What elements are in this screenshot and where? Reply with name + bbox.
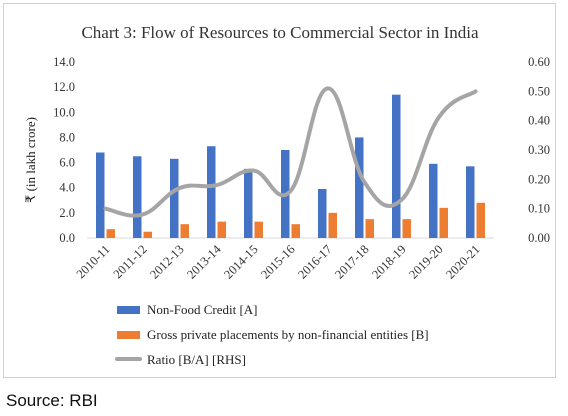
chart-frame: Chart 3: Flow of Resources to Commercial…	[3, 3, 556, 378]
x-tick-label: 2010-11	[74, 242, 113, 281]
bar-non-food-credit	[429, 163, 438, 238]
y2-tick-label: 0.40	[528, 114, 550, 128]
y2-tick-label: 0.00	[528, 231, 550, 245]
x-tick-label: 2019-20	[406, 242, 445, 281]
y-tick-label: 6.0	[59, 156, 75, 170]
y2-tick-label: 0.60	[528, 55, 550, 69]
bars	[96, 94, 485, 238]
y2-axis-ticks: 0.00 0.10 0.20 0.30 0.40 0.50 0.60	[528, 55, 550, 245]
y-tick-label: 2.0	[59, 206, 75, 220]
legend-label: Gross private placements by non-financia…	[147, 327, 429, 342]
y-tick-label: 8.0	[59, 130, 75, 144]
x-tick-label: 2013-14	[184, 242, 224, 282]
x-axis-ticks: 2010-112011-122012-132013-142014-152015-…	[74, 242, 483, 282]
bar-private-placements	[476, 202, 485, 238]
bar-private-placements	[328, 212, 337, 238]
x-tick-label: 2020-21	[443, 242, 482, 281]
bar-non-food-credit	[170, 158, 179, 238]
bar-private-placements	[439, 207, 448, 238]
y-tick-label: 10.0	[53, 105, 75, 119]
bar-non-food-credit	[244, 168, 253, 238]
y2-tick-label: 0.30	[528, 143, 550, 157]
x-tick-label: 2015-16	[258, 242, 297, 281]
y-axis-ticks: 0.0 2.0 4.0 6.0 8.0 10.0 12.0 14.0	[53, 55, 75, 245]
x-tick-label: 2016-17	[295, 242, 334, 281]
bar-private-placements	[254, 221, 263, 238]
x-tick-label: 2012-13	[147, 242, 186, 281]
y-tick-label: 14.0	[53, 55, 75, 69]
chart-title: Chart 3: Flow of Resources to Commercial…	[81, 23, 479, 42]
y2-tick-label: 0.50	[528, 84, 550, 98]
bar-private-placements	[217, 221, 226, 238]
x-tick-label: 2014-15	[221, 242, 260, 281]
y-axis-title: ₹ (in lakh crore)	[23, 117, 38, 203]
bar-non-food-credit	[318, 188, 327, 238]
legend-swatch	[117, 331, 140, 339]
ratio-line	[103, 86, 478, 218]
bar-private-placements	[180, 224, 189, 238]
y-tick-label: 0.0	[59, 231, 75, 245]
source-note: Source: RBI	[6, 391, 98, 410]
y-tick-label: 12.0	[53, 80, 75, 94]
bar-non-food-credit	[392, 94, 401, 238]
bar-non-food-credit	[466, 166, 475, 238]
legend-label: Ratio [B/A] [RHS]	[147, 352, 246, 367]
bar-private-placements	[402, 219, 411, 238]
x-tick-label: 2017-18	[332, 242, 371, 281]
x-tick-label: 2011-12	[111, 242, 150, 281]
bar-private-placements	[365, 219, 374, 238]
bar-private-placements	[106, 229, 115, 238]
legend-label: Non-Food Credit [A]	[147, 302, 258, 317]
y2-tick-label: 0.10	[528, 202, 550, 216]
bar-non-food-credit	[133, 156, 142, 238]
y-tick-label: 4.0	[59, 181, 75, 195]
bar-private-placements	[291, 224, 300, 238]
bar-non-food-credit	[96, 152, 105, 238]
legend: Non-Food Credit [A] Gross private placeme…	[115, 302, 429, 367]
chart: Chart 3: Flow of Resources to Commercial…	[23, 23, 550, 367]
y2-tick-label: 0.20	[528, 172, 550, 186]
legend-swatch	[117, 306, 140, 314]
bar-non-food-credit	[207, 146, 216, 238]
x-tick-label: 2018-19	[369, 242, 408, 281]
bar-private-placements	[143, 231, 152, 238]
bar-non-food-credit	[355, 137, 364, 238]
